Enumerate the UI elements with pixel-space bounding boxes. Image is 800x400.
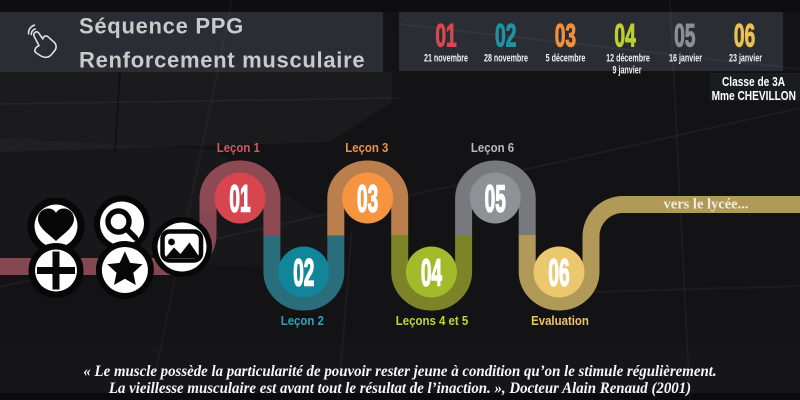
svg-text:23 janvier: 23 janvier bbox=[729, 52, 762, 64]
svg-text:02: 02 bbox=[495, 17, 516, 53]
svg-text:Evaluation: Evaluation bbox=[531, 313, 589, 328]
svg-text:Leçon 6: Leçon 6 bbox=[471, 140, 514, 155]
svg-text:06: 06 bbox=[548, 253, 569, 295]
svg-text:Leçons 4 et 5: Leçons 4 et 5 bbox=[396, 313, 469, 328]
svg-text:Leçon 3: Leçon 3 bbox=[345, 140, 388, 155]
svg-text:Séquence PPG: Séquence PPG bbox=[79, 14, 244, 39]
svg-text:16 janvier: 16 janvier bbox=[669, 52, 702, 64]
svg-text:28 novembre: 28 novembre bbox=[484, 52, 528, 64]
svg-text:01: 01 bbox=[229, 179, 250, 221]
svg-text:Leçon 1: Leçon 1 bbox=[217, 140, 260, 155]
svg-text:01: 01 bbox=[435, 17, 456, 53]
svg-text:05: 05 bbox=[674, 17, 695, 53]
svg-text:02: 02 bbox=[293, 253, 314, 295]
svg-text:05: 05 bbox=[485, 179, 506, 221]
svg-text:Classe de 3A: Classe de 3A bbox=[722, 75, 786, 89]
svg-text:21 novembre: 21 novembre bbox=[424, 52, 468, 64]
svg-text:03: 03 bbox=[357, 179, 378, 221]
svg-text:Leçon 2: Leçon 2 bbox=[281, 313, 324, 328]
svg-text:5 décembre: 5 décembre bbox=[546, 52, 586, 64]
svg-text:04: 04 bbox=[421, 253, 442, 295]
svg-text:9 janvier: 9 janvier bbox=[613, 64, 642, 76]
svg-text:vers le lycée...: vers le lycée... bbox=[664, 196, 749, 212]
svg-text:Mme CHEVILLON: Mme CHEVILLON bbox=[712, 89, 796, 103]
svg-text:04: 04 bbox=[614, 17, 636, 53]
svg-text:06: 06 bbox=[734, 17, 755, 53]
svg-text:Renforcement musculaire: Renforcement musculaire bbox=[79, 48, 365, 73]
svg-text:03: 03 bbox=[555, 17, 576, 53]
svg-text:12 décembre: 12 décembre bbox=[606, 52, 650, 64]
